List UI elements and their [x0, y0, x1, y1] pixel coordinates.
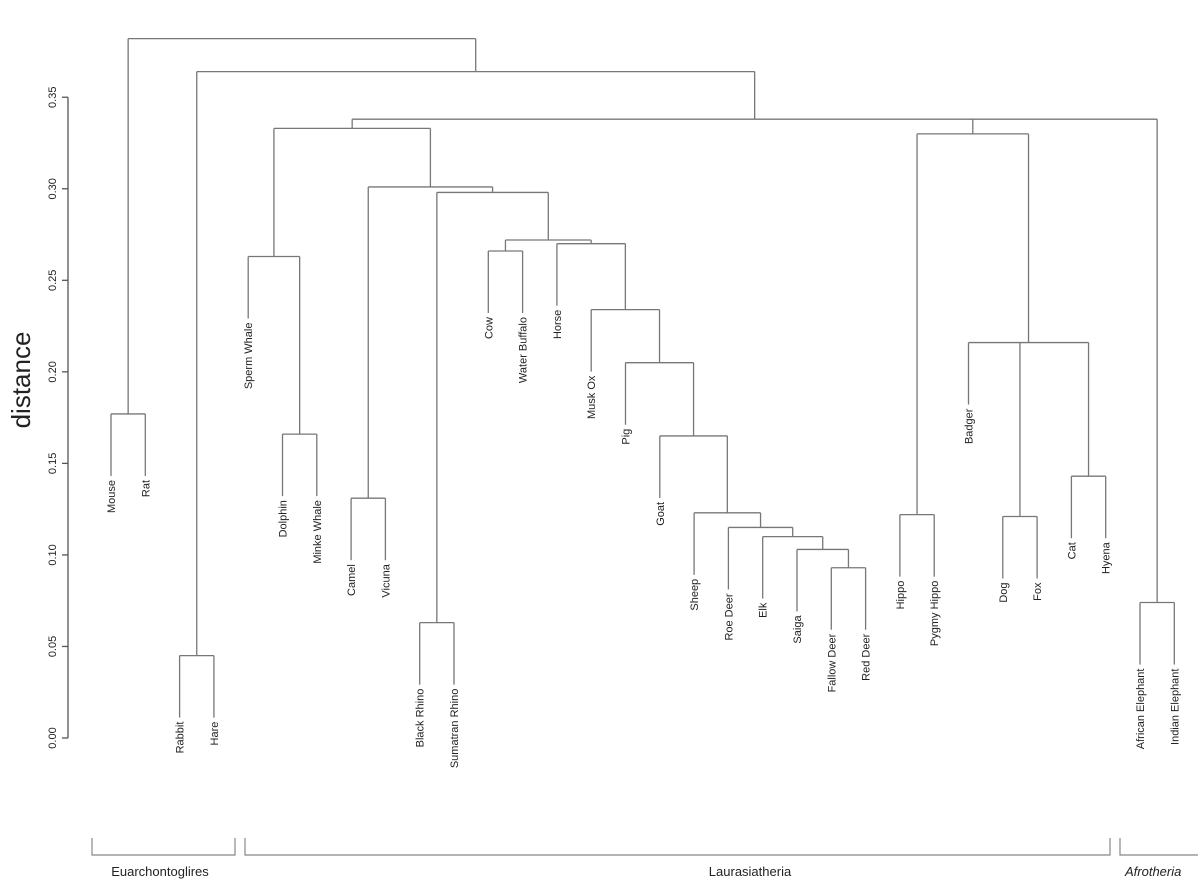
- leaf-label: Water Buffalo: [518, 317, 530, 383]
- leaf-label: Hippo: [895, 581, 907, 610]
- leaf-label: Camel: [346, 564, 358, 596]
- y-tick-label: 0.20: [47, 361, 59, 382]
- leaf-label: Dog: [998, 582, 1010, 602]
- y-axis-label: distance: [6, 332, 36, 429]
- leaf-label: Pygmy Hippo: [929, 581, 941, 646]
- y-tick-label: 0.05: [47, 636, 59, 657]
- group-brackets: [92, 838, 1198, 855]
- group-label: Laurasiatheria: [709, 864, 792, 879]
- y-tick-label: 0.35: [47, 87, 59, 108]
- leaf-label: Musk Ox: [586, 375, 598, 419]
- leaf-label: Indian Elephant: [1169, 669, 1181, 745]
- leaf-label: Vicuna: [380, 563, 392, 597]
- leaf-label: Elk: [758, 602, 770, 618]
- leaf-label: Mouse: [106, 480, 118, 513]
- leaf-label: Badger: [964, 408, 976, 444]
- y-tick-label: 0.10: [47, 544, 59, 565]
- leaf-label: Fox: [1032, 582, 1044, 601]
- leaf-label: Minke Whale: [312, 500, 324, 564]
- chart: distance Euarchontoglires Laurasiatheria…: [0, 0, 1198, 886]
- group-label: Euarchontoglires: [111, 864, 209, 879]
- leaf-label: Hare: [209, 722, 221, 746]
- leaf-label: African Elephant: [1135, 669, 1147, 750]
- group-label: Afrotheria: [1124, 864, 1181, 879]
- y-tick-label: 0.25: [47, 270, 59, 291]
- leaf-label: Goat: [655, 502, 667, 526]
- leaf-label: Sheep: [689, 579, 701, 611]
- leaf-label: Horse: [552, 310, 564, 339]
- leaf-label: Saiga: [792, 615, 804, 644]
- leaf-label: Hyena: [1101, 541, 1113, 574]
- y-tick-label: 0.00: [47, 727, 59, 748]
- leaf-label: Cow: [483, 317, 495, 339]
- leaf-label: Pig: [621, 429, 633, 445]
- y-tick-label: 0.30: [47, 178, 59, 199]
- leaf-label: Fallow Deer: [826, 633, 838, 692]
- leaf-label: Sperm Whale: [243, 323, 255, 390]
- leaf-label: Red Deer: [861, 633, 873, 680]
- leaf-label: Sumatran Rhino: [449, 689, 461, 769]
- leaf-label: Rabbit: [175, 722, 187, 754]
- leaf-label: Roe Deer: [723, 593, 735, 640]
- leaf-label: Rat: [140, 480, 152, 497]
- y-tick-label: 0.15: [47, 453, 59, 474]
- leaf-label: Cat: [1066, 542, 1078, 559]
- leaf-label: Black Rhino: [415, 689, 427, 748]
- leaf-label: Dolphin: [278, 500, 290, 537]
